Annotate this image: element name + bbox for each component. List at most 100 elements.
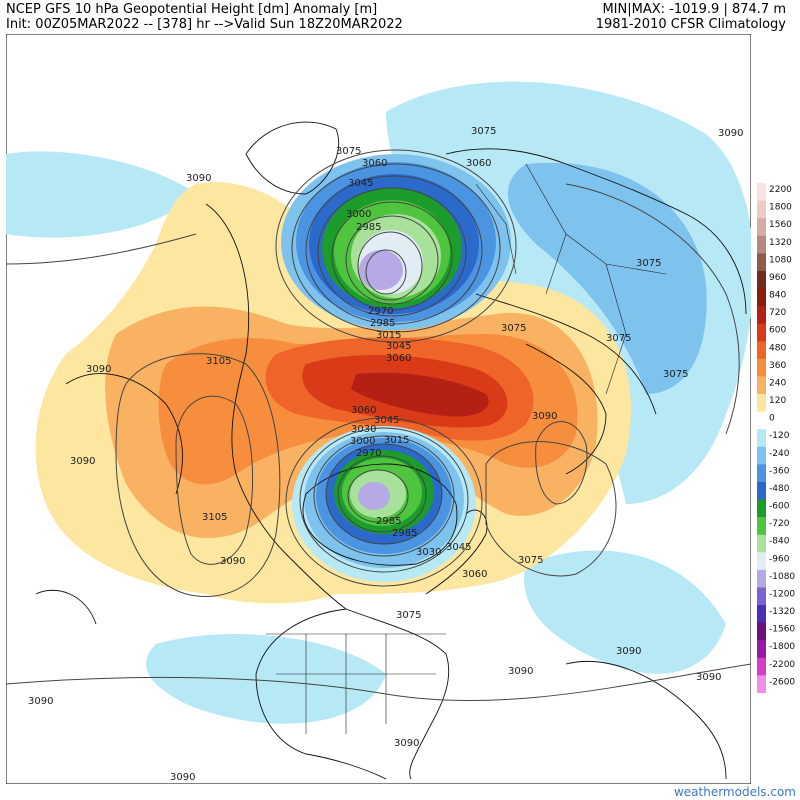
contour-label: 3045 [386, 341, 411, 352]
color-swatch [757, 657, 766, 676]
color-swatch [757, 517, 766, 536]
contour-label: 3060 [362, 158, 387, 169]
color-swatch [757, 499, 766, 518]
low-south-ring-8 [358, 482, 390, 510]
color-swatch [757, 323, 766, 342]
contour-label: 2970 [356, 448, 381, 459]
contour-label: 3060 [386, 353, 411, 364]
climatology-label: 1981-2010 CFSR Climatology [595, 17, 786, 32]
color-scale-tick-label: -240 [769, 449, 790, 459]
contour-label: 3075 [636, 258, 661, 269]
color-scale-tick-label: 1800 [769, 203, 792, 213]
color-swatch [757, 587, 766, 606]
contour-label: 3090 [532, 411, 557, 422]
contour-label: 3090 [616, 646, 641, 657]
contour-label: 3090 [28, 696, 53, 707]
contour-label: 2985 [370, 318, 395, 329]
color-swatch [757, 605, 766, 624]
contour-label: 3060 [466, 158, 491, 169]
contour-label: 3075 [471, 126, 496, 137]
color-swatch [757, 622, 766, 641]
color-scale-tick-label: 240 [769, 378, 786, 388]
contour-label: 3075 [606, 333, 631, 344]
color-scale-tick-label: -720 [769, 519, 790, 529]
contour-labels: 3090 3075 3090 3075 3060 3060 3045 3000 … [28, 126, 743, 783]
header-right: MIN|MAX: -1019.9 | 874.7 m 1981-2010 CFS… [596, 2, 786, 32]
color-swatch [757, 341, 766, 360]
color-swatch [757, 640, 766, 659]
map-title: NCEP GFS 10 hPa Geopotential Height [dm]… [6, 2, 378, 17]
contour-label: 3060 [351, 405, 376, 416]
neg-anomaly-light-se [524, 550, 726, 674]
color-swatch [757, 446, 766, 465]
color-swatch [757, 481, 766, 501]
color-scale-tick-label: -960 [769, 554, 790, 564]
color-scale-tick-label: 1080 [769, 255, 792, 265]
color-scale-tick-label: -1080 [769, 572, 795, 582]
color-scale-swatches [757, 183, 766, 693]
contour-label: 3090 [70, 456, 95, 467]
contour-label: 3030 [416, 547, 441, 558]
coastlines [35, 121, 747, 780]
color-scale-tick-label: -600 [769, 502, 790, 512]
color-swatch [757, 288, 766, 307]
color-scale-tick-label: 360 [769, 361, 786, 371]
contour-label: 3045 [348, 178, 373, 189]
contour-label: 3015 [376, 330, 401, 341]
color-scale-tick-label: 600 [769, 326, 786, 336]
color-scale-tick-label: -480 [769, 484, 790, 494]
contour-label: 3045 [446, 542, 471, 553]
color-scale-tick-label: -1800 [769, 642, 795, 652]
color-scale-legend: 2200 1800 1560 1320 1080 960 840 720 600 480 360 24… [757, 183, 795, 693]
color-scale-tick-label: 840 [769, 291, 786, 301]
contour-label: 3075 [663, 369, 688, 380]
contour-label: 3090 [718, 128, 743, 139]
contour-label: 3000 [350, 436, 375, 447]
contour-label: 3090 [394, 738, 419, 749]
color-swatch [757, 569, 766, 588]
contour-label: 3075 [336, 146, 361, 157]
color-swatch [757, 235, 766, 254]
neg-anomaly-light-w [6, 151, 196, 238]
color-swatch [757, 411, 766, 430]
contour-label: 3030 [351, 424, 376, 435]
color-scale-tick-label: 2200 [769, 185, 792, 195]
color-swatch [757, 394, 766, 413]
contour-label: 3000 [346, 209, 371, 220]
contour-label: 3060 [462, 569, 487, 580]
color-scale-labels: 2200 1800 1560 1320 1080 960 840 720 600 480 360 24… [769, 185, 795, 687]
color-swatch [757, 270, 766, 290]
contour-label: 2985 [356, 222, 381, 233]
color-swatch [757, 200, 766, 219]
credit-link[interactable]: weathermodels.com [673, 785, 796, 799]
color-scale-tick-label: 1320 [769, 238, 792, 248]
color-swatch [757, 552, 766, 571]
color-swatch [757, 358, 766, 377]
color-swatch [757, 464, 766, 483]
color-scale-tick-label: -1560 [769, 625, 795, 635]
pos-anomaly-6 [351, 372, 489, 417]
contour-label: 3015 [384, 435, 409, 446]
color-swatch [757, 253, 766, 272]
low-north-ring-8 [359, 250, 403, 290]
contour-label: 3090 [86, 364, 111, 375]
color-swatch [757, 429, 766, 448]
header-left: NCEP GFS 10 hPa Geopotential Height [dm]… [6, 2, 403, 32]
contour-label: 3090 [696, 672, 721, 683]
contour-label: 2970 [368, 306, 393, 317]
contour-label: 3075 [518, 555, 543, 566]
contour-label: 3075 [501, 323, 526, 334]
color-swatch [757, 218, 766, 237]
color-scale-tick-label: 1560 [769, 220, 792, 230]
color-scale-tick-label: -120 [769, 431, 790, 441]
color-scale-tick-label: 0 [769, 414, 775, 424]
color-scale-tick-label: -360 [769, 466, 790, 476]
color-swatch [757, 675, 766, 693]
contour-label: 3090 [186, 173, 211, 184]
contour-label: 3090 [220, 556, 245, 567]
contour-label: 3090 [170, 772, 195, 783]
polar-stereographic-map: 3090 3075 3090 3075 3060 3060 3045 3000 … [6, 34, 751, 784]
color-scale-tick-label: -840 [769, 537, 790, 547]
color-scale-tick-label: -2600 [769, 677, 795, 687]
contour-label: 3105 [206, 356, 231, 367]
